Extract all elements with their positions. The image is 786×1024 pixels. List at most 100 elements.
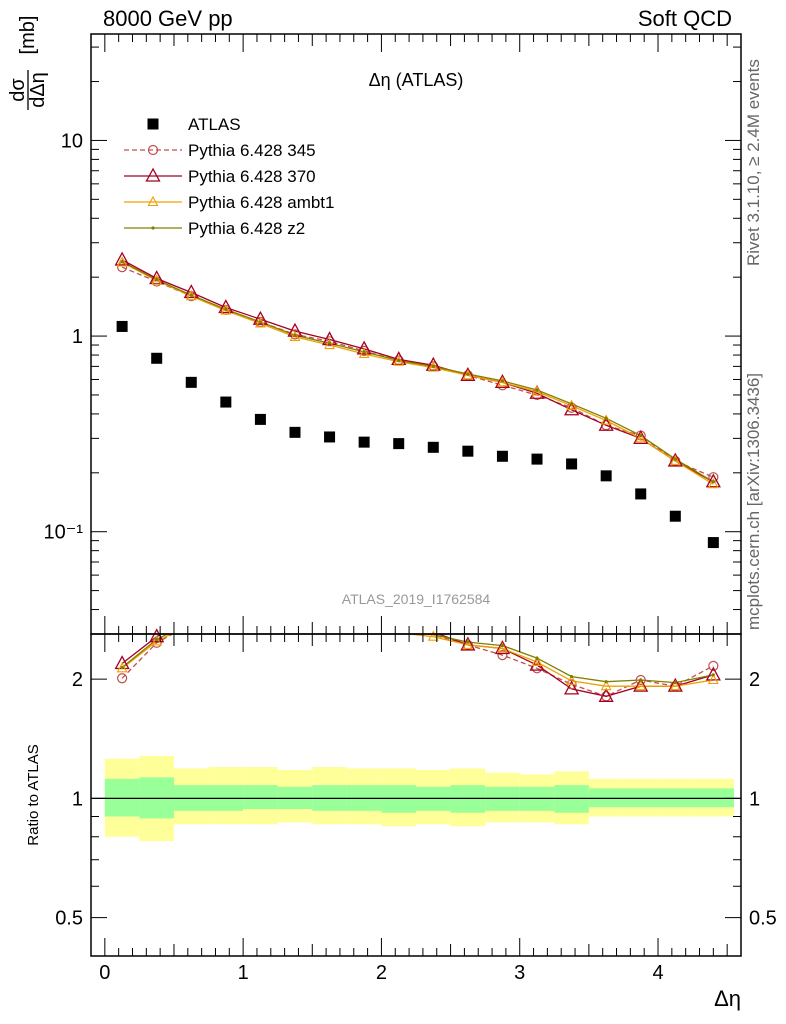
data-point [431,364,435,368]
data-point [425,356,441,371]
main-y-tick-label: 10⁻¹ [44,522,84,544]
legend-marker [151,226,155,230]
ratio-panel-frame [90,633,742,957]
data-point [462,369,474,380]
ratio-y-tick-label: 1 [72,788,83,810]
legend-label: Pythia 6.428 ambt1 [188,193,334,212]
ratio-data-point [427,630,439,641]
ratio-data-point [535,656,539,660]
data-point [116,320,128,332]
data-point [669,454,681,465]
ratio-data-point [566,674,577,685]
ratio-series-line [121,634,714,697]
ratio-band-inner [104,778,140,817]
data-point [393,355,405,366]
y-label-numerator: dσ [7,78,29,102]
header-collision-energy: 8000 GeV pp [103,6,233,31]
ratio-series-line [121,634,714,684]
plot-frames [90,33,742,957]
x-tick-label: 3 [514,962,525,984]
data-point [116,256,128,267]
data-point [356,340,372,355]
series-line [121,261,714,485]
analysis-watermark: ATLAS_2019_I1762584 [342,591,491,607]
y-label-unit: [mb] [17,16,39,55]
y-label-denominator: dΔη [27,72,49,108]
data-point [569,402,574,406]
ratio-data-point [635,679,647,691]
data-point [289,426,301,438]
data-point [151,276,162,287]
data-point [427,361,439,372]
data-point [324,431,336,443]
ratio-data-point [497,642,508,653]
data-point [120,260,124,264]
ratio-data-point [116,662,128,673]
data-point [151,352,163,364]
series-line [121,266,714,478]
x-tick-label: 1 [238,962,249,984]
ratio-data-point [705,666,721,681]
ratio-uncertainty-bands [91,755,741,842]
data-point [289,329,301,340]
ratio-data-point [531,655,543,667]
legend-label: Pythia 6.428 345 [188,141,316,160]
data-point [324,338,335,350]
ratio-data-point [155,637,159,641]
data-point [224,307,228,311]
ratio-data-point [604,680,608,684]
ratio-data-point [711,673,715,677]
ratio-data-point [462,638,474,649]
data-point [667,452,683,467]
ratio-y-axis-label: Ratio to ATLAS [25,744,42,845]
data-point [669,510,681,522]
legend-label: Pythia 6.428 370 [188,167,316,186]
data-point [397,358,401,363]
plot-title: Δη (ATLAS) [369,70,464,90]
data-point [535,388,539,392]
data-point [220,396,232,408]
data-point [149,270,165,285]
data-point [600,414,612,425]
ratio-data-point [708,660,719,671]
data-point [183,284,199,299]
header-analysis-category: Soft QCD [637,6,732,31]
ratio-data-point [639,678,643,682]
ratio-data-point [117,673,128,684]
ratio-data-point [569,674,574,679]
data-point [531,385,543,396]
series-line [121,261,714,483]
legend-marker [147,118,159,130]
legend-label: Pythia 6.428 z2 [188,219,305,238]
series-lines [121,259,714,698]
data-point [604,416,608,420]
ratio-series-line [121,634,714,687]
data-point [114,251,130,266]
ratio-series-line [121,634,714,698]
ratio-y-tick-label: 0.5 [55,908,83,930]
data-point [639,433,643,438]
data-point [566,399,577,410]
data-point [185,376,197,388]
main-y-tick-label: 10 [61,130,83,152]
data-point [151,274,163,285]
data-point [633,430,649,445]
data-markers [114,251,721,702]
ratio-data-point [600,679,612,691]
data-point [494,373,511,389]
data-point [707,477,719,489]
data-point [600,470,612,482]
data-point [254,413,266,425]
data-point [500,379,505,383]
main-y-tick-label: 1 [72,326,83,348]
legend-marker [147,195,159,207]
axis-ticks [90,34,741,957]
data-point [293,333,297,337]
data-point [258,320,263,324]
ratio-band-inner [623,788,659,808]
data-point [635,432,647,443]
ratio-data-point [466,640,470,644]
data-point [358,347,370,359]
ratio-data-point [667,677,683,692]
